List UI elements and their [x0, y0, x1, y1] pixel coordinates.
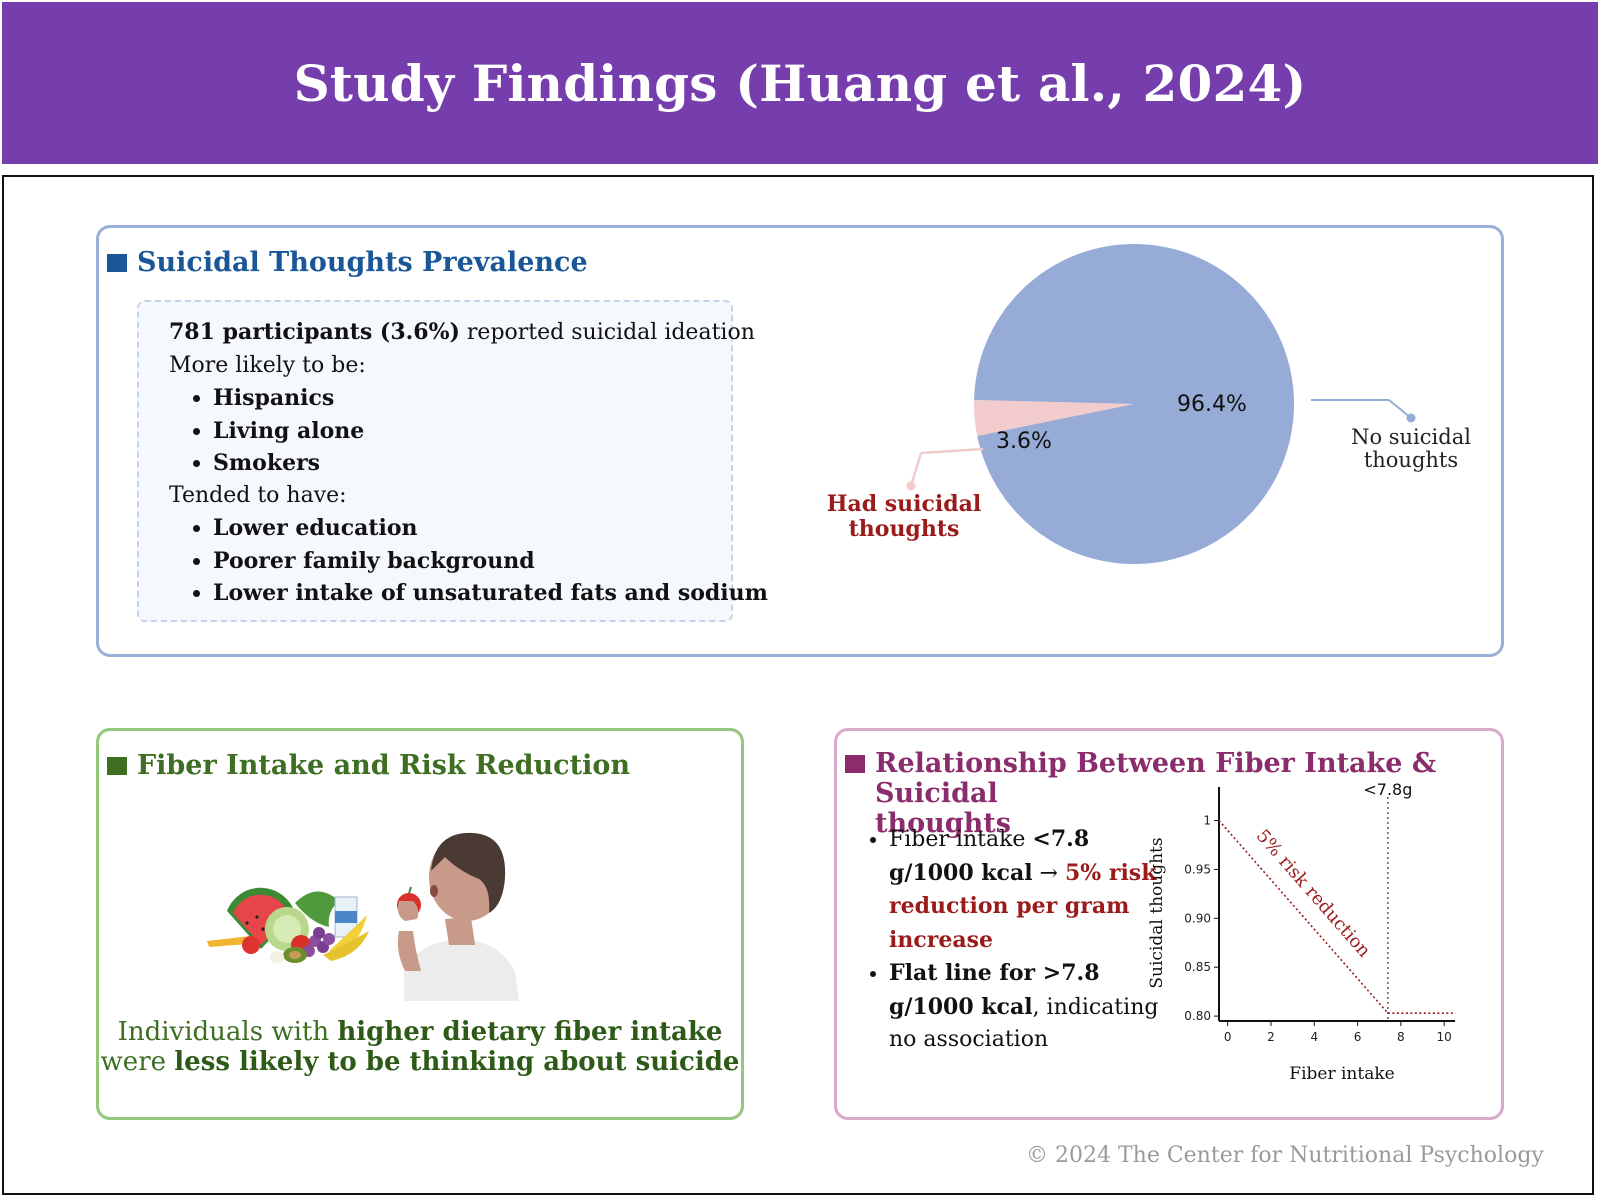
- x-tick-label: 0: [1224, 1030, 1232, 1044]
- fiber-risk-line-chart: 0 2 4 6 8 10 0.80 0.85 0.90 0.95 1 5% risk reducti…: [1147, 780, 1455, 1084]
- person-icon: [397, 832, 519, 1001]
- fiber-title-text: Fiber Intake and Risk Reduction: [137, 750, 630, 781]
- relationship-title-line1: Relationship Between Fiber Intake & Suic…: [875, 748, 1437, 809]
- pie-value-label-had: 3.6%: [996, 429, 1052, 454]
- prevalence-pie-chart: 3.6% 96.4% Had suicidal thoughts No suic…: [827, 244, 1471, 565]
- relationship-title-line2: thoughts: [875, 808, 1011, 839]
- fiber-panel: Fiber Intake and Risk Reduction: [96, 728, 744, 1120]
- prevalence-title-text: Suicidal Thoughts Prevalence: [137, 247, 588, 278]
- x-tick-label: 2: [1267, 1030, 1275, 1044]
- no-leader-dot: [1406, 413, 1416, 423]
- y-tick-label: 0.90: [1184, 911, 1211, 925]
- no-caption-line2: thoughts: [1364, 448, 1458, 472]
- prevalence-title: Suicidal Thoughts Prevalence: [107, 248, 588, 278]
- b1-a: Fiber intake: [889, 827, 1033, 852]
- intro-line: 781 participants (3.6%) reported suicida…: [169, 316, 755, 350]
- y-axis-label: Suicidal thoughts: [1147, 837, 1167, 988]
- fiber-line2-b: less likely to be thinking about suicide: [174, 1047, 740, 1077]
- list-item: Smokers: [213, 447, 731, 480]
- fiber-line2-a: were: [100, 1047, 175, 1077]
- had-leader-line: [909, 452, 923, 487]
- page-header: Study Findings (Huang et al., 2024): [2, 2, 1598, 164]
- list-item: Flat line for >7.8 g/1000 kcal, indicati…: [889, 957, 1179, 1057]
- no-leader-line: [1388, 399, 1412, 419]
- pie-slice-no: [974, 244, 1295, 565]
- risk-reduction-annotation: 5% risk reduction: [1252, 826, 1375, 962]
- relationship-bullets: Fiber intake <7.8 g/1000 kcal → 5% risk …: [865, 823, 1179, 1057]
- prevalence-info-box: 781 participants (3.6%) reported suicida…: [137, 300, 768, 622]
- intro-bold: 781 participants (3.6%): [169, 319, 460, 345]
- y-tick-label: 1: [1203, 814, 1211, 828]
- tended-list: Lower education Poorer family background…: [169, 512, 768, 610]
- fiber-line2: were less likely to be thinking about su…: [99, 1047, 741, 1077]
- b2-b: , indicating no association: [889, 994, 1159, 1053]
- y-tick-label: 0.95: [1184, 862, 1211, 876]
- square-bullet-icon: [107, 757, 127, 775]
- tended-heading: Tended to have:: [169, 482, 347, 508]
- x-tick-label: 10: [1437, 1030, 1452, 1044]
- fiber-line1-b: higher dietary fiber intake: [337, 1017, 723, 1047]
- had-caption-line1: Had suicidal: [827, 491, 982, 517]
- content-frame: [2, 175, 1594, 1195]
- list-item: Hispanics: [213, 382, 731, 415]
- list-item: Lower education: [213, 512, 731, 545]
- series-segment: [1218, 820, 1389, 1014]
- had-caption-line2: thoughts: [849, 516, 960, 542]
- vegetables-fruits-icon: [207, 887, 369, 963]
- relationship-panel: Relationship Between Fiber Intake & Suic…: [834, 728, 1504, 1120]
- list-item: Lower intake of unsaturated fats and sod…: [213, 577, 768, 610]
- b1-c: →: [1032, 860, 1065, 886]
- intro-rest: reported suicidal ideation: [459, 320, 755, 345]
- page-title: Study Findings (Huang et al., 2024): [293, 53, 1307, 113]
- y-tick-label: 0.80: [1184, 1009, 1211, 1023]
- b1-d: 5% risk reduction per gram increase: [889, 859, 1157, 953]
- square-bullet-icon: [107, 254, 127, 272]
- fiber-conclusion-text: Individuals with higher dietary fiber in…: [99, 1017, 741, 1077]
- no-caption-line1: No suicidal: [1351, 425, 1471, 449]
- x-tick-label: 8: [1397, 1030, 1405, 1044]
- had-leader-dot: [906, 481, 916, 491]
- fiber-line1: Individuals with higher dietary fiber in…: [99, 1017, 741, 1047]
- copyright-footer: © 2024 The Center for Nutritional Psycho…: [1026, 1143, 1544, 1168]
- relationship-title-text: Relationship Between Fiber Intake & Suic…: [875, 749, 1485, 839]
- y-tick-label: 0.85: [1184, 960, 1211, 974]
- fiber-line1-a: Individuals with: [117, 1017, 338, 1047]
- list-item: Poorer family background: [213, 545, 731, 578]
- list-item: Fiber intake <7.8 g/1000 kcal → 5% risk …: [889, 823, 1179, 957]
- more-likely-heading: More likely to be:: [169, 352, 366, 378]
- x-tick-label: 6: [1354, 1030, 1362, 1044]
- pie-slice-had: [974, 399, 1134, 436]
- pie-value-label-no: 96.4%: [1177, 392, 1247, 417]
- threshold-label: <7.8g: [1363, 780, 1412, 799]
- b1-b: <7.8 g/1000 kcal: [889, 826, 1090, 886]
- more-likely-list: Hispanics Living alone Smokers: [169, 382, 731, 480]
- prevalence-panel: Suicidal Thoughts Prevalence 781 partici…: [96, 225, 1504, 657]
- fiber-title: Fiber Intake and Risk Reduction: [107, 751, 630, 781]
- square-bullet-icon: [845, 755, 865, 773]
- person-eating-fruit-illustration: [207, 832, 519, 1001]
- x-axis-label: Fiber intake: [1289, 1064, 1394, 1084]
- b2-a: Flat line for >7.8 g/1000 kcal: [889, 960, 1100, 1020]
- relationship-title: Relationship Between Fiber Intake & Suic…: [845, 749, 1485, 839]
- list-item: Living alone: [213, 415, 731, 448]
- had-leader-line: [920, 447, 984, 455]
- x-tick-label: 4: [1310, 1030, 1318, 1044]
